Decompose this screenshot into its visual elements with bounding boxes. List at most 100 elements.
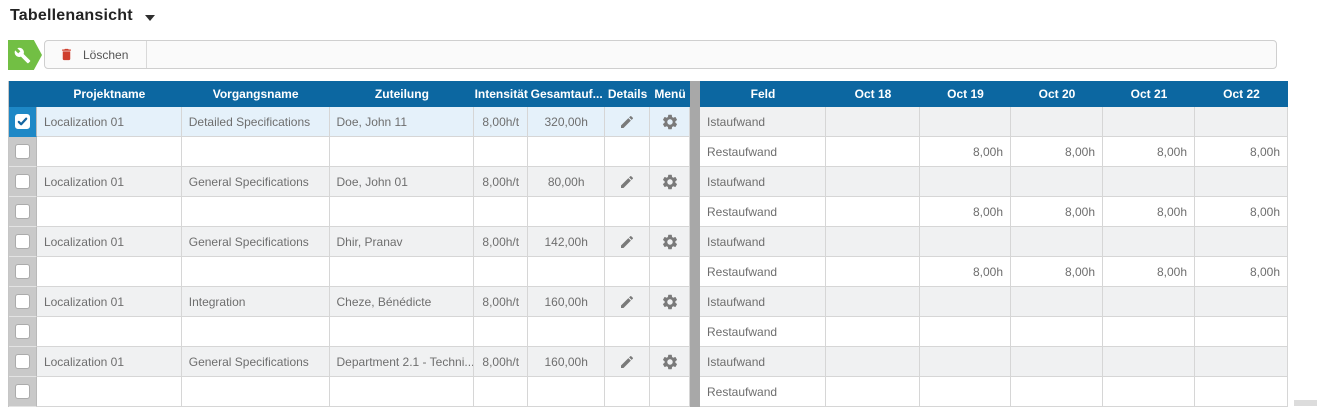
effort-cell[interactable]	[826, 167, 920, 197]
effort-cell[interactable]	[920, 287, 1011, 317]
effort-cell[interactable]	[1011, 287, 1103, 317]
column-header[interactable]: Oct 22	[1195, 81, 1288, 107]
effort-cell[interactable]	[920, 377, 1011, 407]
table-row[interactable]: Istaufwand	[700, 167, 1288, 197]
row-menu-button[interactable]	[650, 347, 690, 377]
edit-details-button[interactable]	[605, 167, 651, 197]
table-row[interactable]: Localization 01 General Specifications Dep…	[9, 347, 690, 377]
effort-cell[interactable]	[1103, 347, 1195, 377]
effort-cell[interactable]: 8,00h	[1011, 197, 1103, 227]
effort-cell[interactable]	[1103, 227, 1195, 257]
edit-details-button[interactable]	[605, 287, 651, 317]
effort-cell[interactable]: 8,00h	[1011, 257, 1103, 287]
row-checkbox[interactable]	[9, 347, 37, 377]
table-row[interactable]: Istaufwand	[700, 287, 1288, 317]
view-selector[interactable]: Tabellenansicht	[10, 4, 155, 28]
effort-cell[interactable]	[826, 137, 920, 167]
effort-cell[interactable]	[826, 347, 920, 377]
table-row[interactable]	[9, 317, 690, 347]
horizontal-scrollbar[interactable]	[1294, 400, 1317, 406]
effort-cell[interactable]	[826, 287, 920, 317]
table-row[interactable]: Restaufwand 8,00h 8,00h 8,00h 8,00h	[700, 197, 1288, 227]
effort-cell[interactable]: 8,00h	[920, 137, 1011, 167]
effort-cell[interactable]	[920, 227, 1011, 257]
effort-cell[interactable]	[1011, 227, 1103, 257]
table-row[interactable]: Istaufwand	[700, 227, 1288, 257]
effort-cell[interactable]	[1103, 287, 1195, 317]
table-row[interactable]: Restaufwand 8,00h 8,00h 8,00h 8,00h	[700, 137, 1288, 167]
effort-cell[interactable]	[1011, 377, 1103, 407]
table-row[interactable]: Restaufwand 8,00h 8,00h 8,00h 8,00h	[700, 257, 1288, 287]
effort-cell[interactable]: 8,00h	[1103, 197, 1195, 227]
effort-cell[interactable]	[826, 257, 920, 287]
table-row[interactable]: Istaufwand	[700, 347, 1288, 377]
effort-cell[interactable]	[826, 377, 920, 407]
column-header[interactable]: Projektname	[36, 81, 182, 107]
row-checkbox[interactable]	[9, 377, 37, 407]
row-menu-button[interactable]	[650, 167, 690, 197]
effort-cell[interactable]: 8,00h	[1103, 137, 1195, 167]
effort-cell[interactable]: 8,00h	[1195, 137, 1288, 167]
table-row[interactable]	[9, 197, 690, 227]
edit-details-button[interactable]	[605, 107, 651, 137]
column-header[interactable]: Oct 20	[1011, 81, 1103, 107]
settings-wrench-button[interactable]	[8, 40, 42, 70]
effort-cell[interactable]	[1195, 347, 1288, 377]
row-checkbox[interactable]	[9, 257, 37, 287]
column-header[interactable]: Vorgangsname	[181, 81, 330, 107]
table-row[interactable]: Localization 01 General Specifications Dhi…	[9, 227, 690, 257]
table-row[interactable]: Istaufwand	[700, 107, 1288, 137]
effort-cell[interactable]	[920, 347, 1011, 377]
effort-cell[interactable]	[1103, 107, 1195, 137]
effort-cell[interactable]: 8,00h	[920, 257, 1011, 287]
effort-cell[interactable]	[1011, 317, 1103, 347]
effort-cell[interactable]	[1103, 317, 1195, 347]
table-row[interactable]: Restaufwand	[700, 317, 1288, 347]
table-row[interactable]: Localization 01 Integration Cheze, Bénédic…	[9, 287, 690, 317]
effort-cell[interactable]: 8,00h	[1103, 257, 1195, 287]
effort-cell[interactable]	[1011, 107, 1103, 137]
column-header[interactable]: Gesamtauf...	[528, 81, 606, 107]
table-row[interactable]	[9, 137, 690, 167]
table-row[interactable]	[9, 257, 690, 287]
edit-details-button[interactable]	[605, 227, 651, 257]
effort-cell[interactable]	[1195, 377, 1288, 407]
column-header[interactable]: Oct 19	[920, 81, 1011, 107]
row-checkbox[interactable]	[9, 287, 37, 317]
effort-cell[interactable]	[1195, 317, 1288, 347]
effort-cell[interactable]	[1195, 287, 1288, 317]
table-splitter-handle[interactable]	[690, 81, 700, 407]
table-row[interactable]: Localization 01 Detailed Specifications Do…	[9, 107, 690, 137]
row-checkbox[interactable]	[9, 317, 37, 347]
effort-cell[interactable]	[826, 107, 920, 137]
row-checkbox[interactable]	[9, 107, 37, 137]
effort-cell[interactable]: 8,00h	[1195, 197, 1288, 227]
row-checkbox[interactable]	[9, 227, 37, 257]
effort-cell[interactable]	[1195, 167, 1288, 197]
effort-cell[interactable]	[826, 317, 920, 347]
delete-button[interactable]: Löschen	[45, 41, 148, 68]
row-checkbox[interactable]	[9, 167, 37, 197]
edit-details-button[interactable]	[605, 347, 651, 377]
effort-cell[interactable]	[826, 227, 920, 257]
effort-cell[interactable]: 8,00h	[920, 197, 1011, 227]
effort-cell[interactable]	[1103, 377, 1195, 407]
column-header[interactable]: Feld	[700, 81, 826, 107]
column-header[interactable]: Oct 18	[826, 81, 920, 107]
effort-cell[interactable]	[1195, 227, 1288, 257]
column-header[interactable]: Menü	[650, 81, 690, 107]
row-menu-button[interactable]	[650, 287, 690, 317]
column-header[interactable]: Oct 21	[1103, 81, 1195, 107]
row-menu-button[interactable]	[650, 227, 690, 257]
row-checkbox[interactable]	[9, 197, 37, 227]
effort-cell[interactable]	[1195, 107, 1288, 137]
column-header[interactable]: Intensität	[474, 81, 529, 107]
column-header[interactable]: Zuteilung	[329, 81, 475, 107]
effort-cell[interactable]	[920, 317, 1011, 347]
row-checkbox[interactable]	[9, 137, 37, 167]
effort-cell[interactable]	[826, 197, 920, 227]
table-row[interactable]: Localization 01 General Specifications Doe…	[9, 167, 690, 197]
effort-cell[interactable]	[920, 167, 1011, 197]
effort-cell[interactable]: 8,00h	[1195, 257, 1288, 287]
row-menu-button[interactable]	[650, 107, 690, 137]
